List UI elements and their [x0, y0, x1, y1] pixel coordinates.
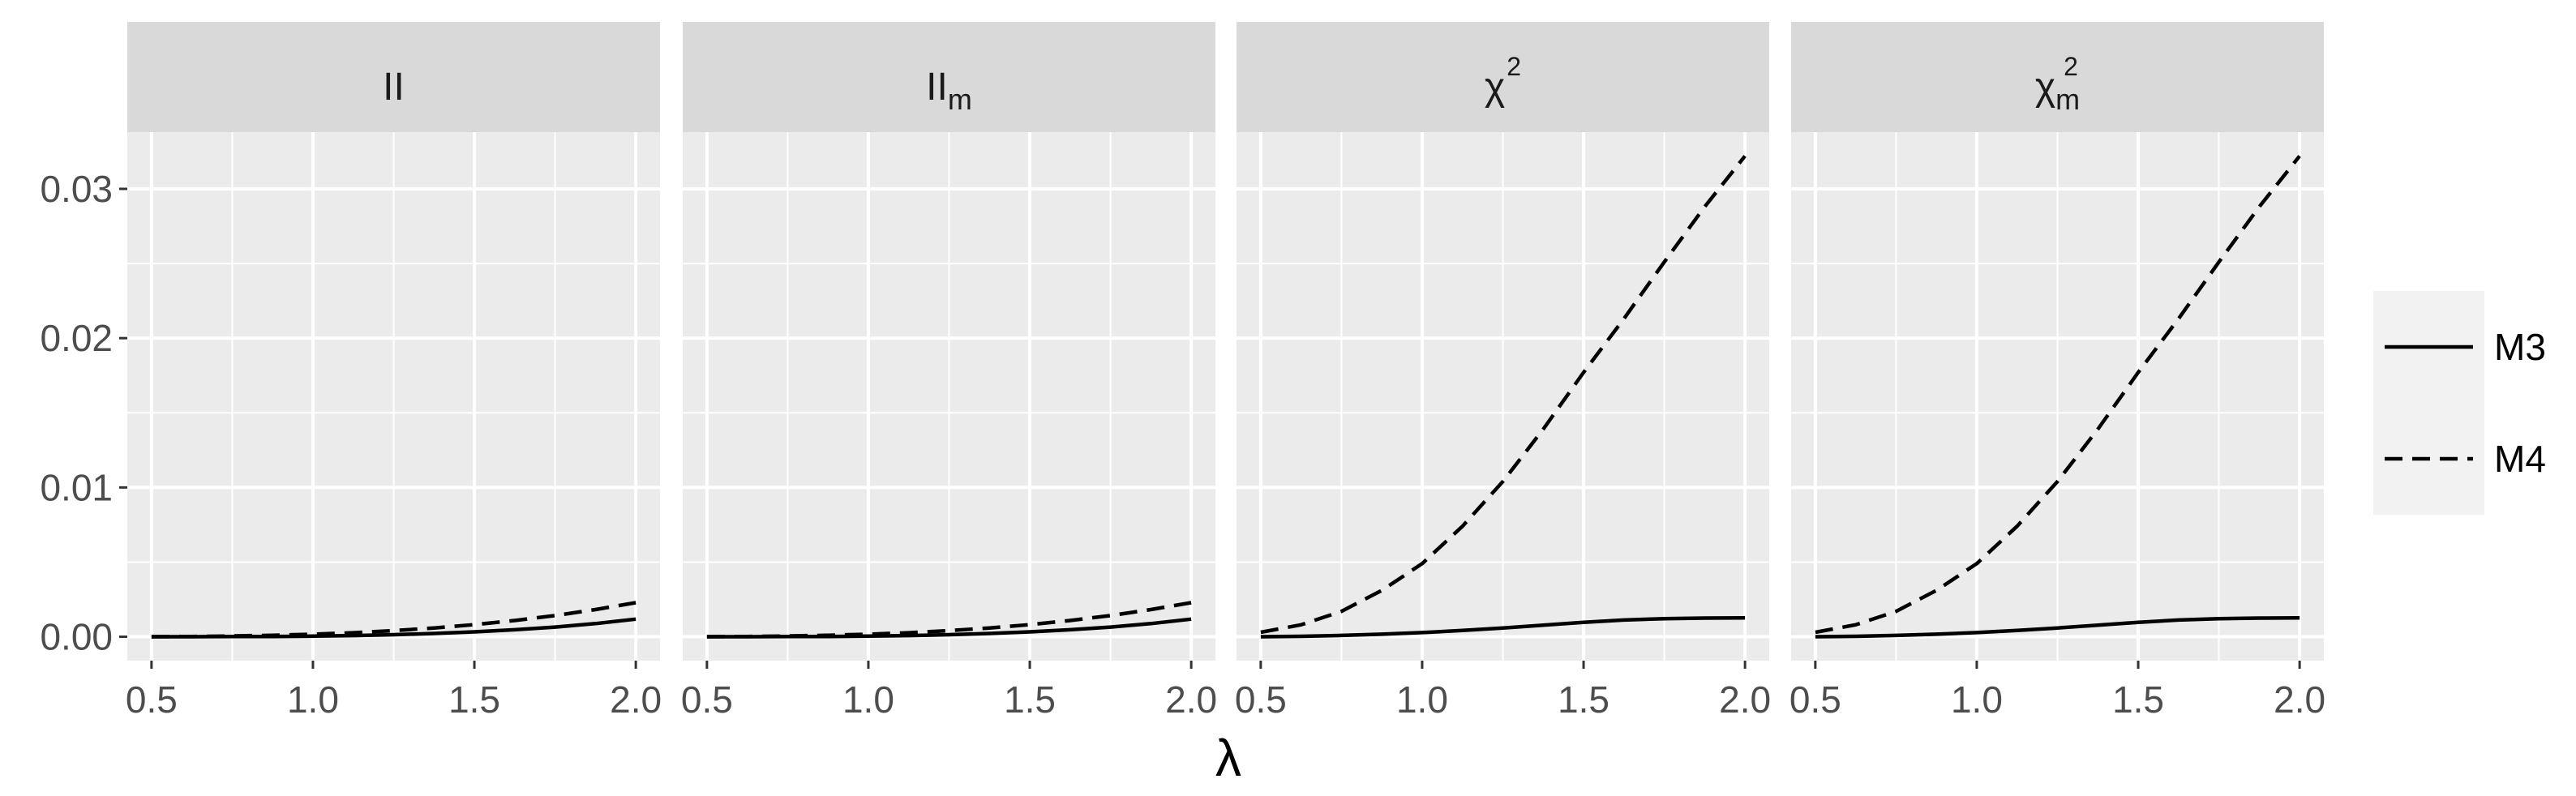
facet-panel: II 0.5 1.0 1.5 2.0 [126, 22, 662, 721]
y-tick-label: 0.00 [40, 616, 113, 658]
x-tick-label: 1.0 [1951, 678, 2003, 721]
x-tick-label: 2.0 [1719, 678, 1771, 721]
facet-panel: IIm 0.5 1.0 1.5 2.0 [681, 22, 1217, 721]
strip-superscript: 2 [2064, 52, 2078, 81]
y-axis: 0.00 0.01 0.02 0.03 [40, 168, 127, 658]
strip-base-text: χ [1485, 66, 1505, 109]
x-tick-label: 1.5 [1558, 678, 1609, 721]
series-line-m4 [1815, 155, 2301, 635]
x-tick-label: 1.5 [448, 678, 500, 721]
x-tick-label: 0.5 [126, 678, 178, 721]
facet-strip [683, 22, 1215, 132]
x-tick-label: 0.5 [1235, 678, 1287, 721]
series-line-m3 [1260, 616, 1746, 639]
x-tick-label: 0.5 [681, 678, 733, 721]
x-tick-label: 1.5 [1004, 678, 1056, 721]
facet-strip [127, 22, 660, 132]
facet-strip [1237, 22, 1769, 132]
facet-strip-label: χm2 [2035, 52, 2080, 116]
legend-label: M4 [2494, 438, 2546, 480]
facet-panel: χm2 0.5 1.0 1.5 2.0 [1789, 22, 2325, 721]
x-tick-label: 1.0 [287, 678, 339, 721]
strip-subscript: m [2055, 83, 2080, 116]
x-tick-label: 2.0 [1165, 678, 1217, 721]
series-line-m3 [706, 617, 1192, 639]
legend-item-m4: M4 [2373, 403, 2546, 515]
x-tick-label: 2.0 [2274, 678, 2325, 721]
series-line-m4 [1260, 155, 1747, 635]
strip-base-text: II [926, 66, 948, 109]
legend-item-m3: M3 [2373, 291, 2546, 403]
y-tick-label: 0.03 [40, 168, 113, 210]
strip-base-text: χ [2035, 66, 2055, 109]
strip-subscript: m [948, 83, 972, 116]
legend-label: M3 [2494, 326, 2546, 368]
x-tick-label: 1.5 [2112, 678, 2164, 721]
series-line-m3 [1815, 616, 2300, 639]
y-tick-label: 0.02 [40, 317, 113, 359]
facet-panel: χ2 0.5 1.0 1.5 2.0 [1235, 22, 1771, 721]
facet-strip-label: IIm [926, 66, 972, 116]
facet-strip [1791, 22, 2324, 132]
series-line-m3 [151, 617, 636, 639]
x-tick-label: 1.0 [842, 678, 894, 721]
x-axis-label: λ [1215, 729, 1241, 787]
facet-strip-label: II [383, 66, 405, 109]
strip-base-text: II [383, 66, 405, 109]
legend: M3 M4 [2373, 291, 2546, 515]
x-tick-label: 1.0 [1396, 678, 1448, 721]
x-tick-label: 2.0 [610, 678, 662, 721]
x-tick-label: 0.5 [1789, 678, 1841, 721]
strip-superscript: 2 [1507, 52, 1521, 81]
y-tick-label: 0.01 [40, 466, 113, 508]
facet-strip-label: χ2 [1485, 52, 1521, 109]
